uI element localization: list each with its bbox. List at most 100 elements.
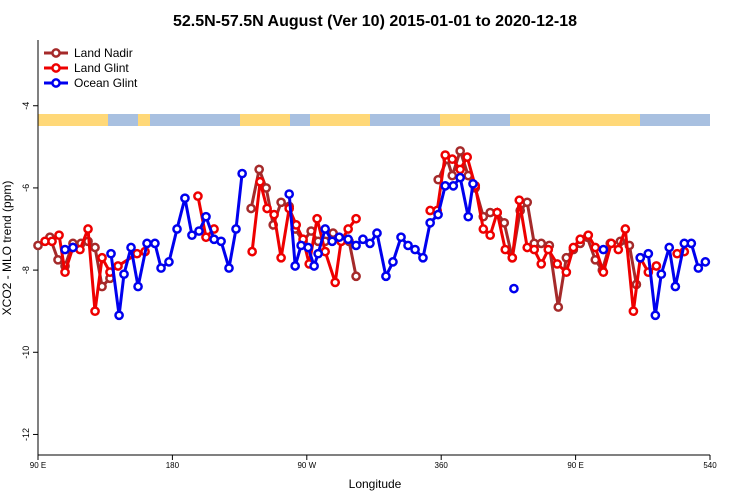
data-point — [553, 302, 564, 312]
data-point — [276, 197, 286, 208]
data-point — [410, 244, 420, 255]
data-point — [313, 248, 323, 259]
data-point — [455, 146, 466, 156]
data-point — [269, 209, 279, 220]
data-point — [561, 267, 572, 278]
data-point — [500, 244, 511, 255]
data-point — [47, 236, 57, 247]
data-point — [700, 257, 711, 267]
data-point — [60, 244, 70, 255]
x-tick-label: 540 — [703, 461, 717, 470]
data-point — [164, 257, 174, 267]
legend-label: Ocean Glint — [74, 76, 138, 90]
data-point — [106, 248, 116, 259]
data-point — [499, 217, 510, 228]
data-point — [262, 203, 272, 214]
x-tick-label: 180 — [166, 461, 180, 470]
x-tick-label: 90 E — [30, 461, 46, 470]
data-point — [440, 150, 451, 160]
data-point — [216, 236, 226, 247]
data-point — [543, 244, 554, 255]
data-point — [536, 259, 547, 269]
data-point — [237, 168, 247, 179]
data-point — [492, 207, 503, 218]
data-point — [447, 170, 458, 181]
y-tick-label: -12 — [21, 428, 31, 441]
x-axis-label: Longitude — [349, 477, 402, 491]
data-point — [290, 261, 301, 271]
data-point — [628, 306, 639, 317]
data-point — [462, 152, 473, 162]
data-point — [351, 240, 361, 251]
data-point — [246, 203, 256, 214]
data-point — [575, 234, 586, 245]
data-point — [54, 230, 64, 241]
data-point — [201, 232, 211, 243]
data-point — [396, 232, 406, 243]
data-point — [142, 238, 152, 249]
data-point — [334, 232, 345, 243]
data-point — [330, 277, 341, 288]
y-tick-label: -6 — [21, 184, 31, 192]
data-point — [33, 240, 43, 251]
data-point — [478, 224, 489, 234]
legend-label: Land Nadir — [74, 46, 133, 60]
data-point — [418, 252, 428, 263]
data-point — [693, 263, 704, 273]
y-tick-label: -10 — [21, 346, 31, 359]
data-point — [224, 263, 234, 273]
data-point — [132, 248, 142, 259]
data-point — [90, 242, 100, 253]
data-point — [598, 267, 609, 278]
data-point — [150, 238, 160, 249]
data-point — [351, 271, 361, 282]
legend-marker — [51, 48, 61, 58]
data-point — [529, 244, 540, 255]
data-point — [514, 195, 525, 206]
data-point — [343, 224, 354, 234]
data-point — [485, 230, 496, 241]
data-point — [425, 217, 435, 228]
data-point — [309, 261, 319, 271]
data-point — [507, 252, 518, 263]
data-point — [284, 189, 295, 199]
data-point — [651, 261, 662, 271]
data-point — [187, 230, 197, 241]
data-point — [276, 252, 286, 263]
data-point — [447, 154, 458, 165]
data-point — [358, 234, 368, 245]
data-point — [68, 242, 78, 253]
data-point — [664, 242, 675, 253]
data-point — [90, 306, 100, 317]
data-point — [231, 224, 241, 234]
data-point — [635, 252, 646, 263]
data-point — [620, 224, 631, 234]
data-point — [327, 236, 338, 247]
data-point — [194, 226, 204, 236]
land-ocean-strip — [38, 114, 710, 126]
data-point — [583, 230, 594, 241]
data-point — [193, 191, 203, 201]
data-point — [291, 220, 302, 230]
legend-marker — [51, 78, 61, 88]
data-point — [201, 211, 211, 222]
y-axis-label: XCO2 - MLO trend (ppm) — [0, 181, 14, 316]
data-point — [97, 252, 107, 263]
data-point — [83, 224, 93, 234]
data-point — [247, 246, 257, 257]
data-point — [606, 238, 617, 249]
data-point — [686, 238, 697, 249]
data-point — [455, 172, 466, 183]
data-point — [448, 181, 459, 191]
data-point — [463, 211, 474, 222]
data-point — [53, 254, 63, 265]
data-point — [509, 283, 519, 294]
data-point — [60, 267, 70, 278]
data-point — [312, 213, 322, 224]
data-point — [643, 248, 654, 259]
data-point — [255, 176, 265, 187]
data-point — [650, 310, 661, 321]
y-tick-label: -8 — [21, 266, 31, 274]
data-point — [590, 242, 601, 253]
